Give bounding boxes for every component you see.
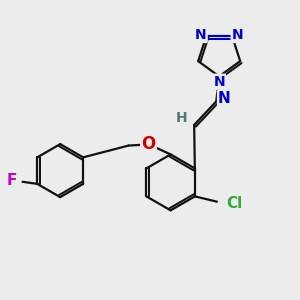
Text: N: N xyxy=(232,28,243,42)
Text: N: N xyxy=(213,75,225,89)
Text: N: N xyxy=(195,28,207,42)
Text: H: H xyxy=(176,111,188,124)
Text: N: N xyxy=(218,91,231,106)
Text: F: F xyxy=(6,173,16,188)
Text: Cl: Cl xyxy=(226,196,242,211)
Text: O: O xyxy=(141,135,156,153)
